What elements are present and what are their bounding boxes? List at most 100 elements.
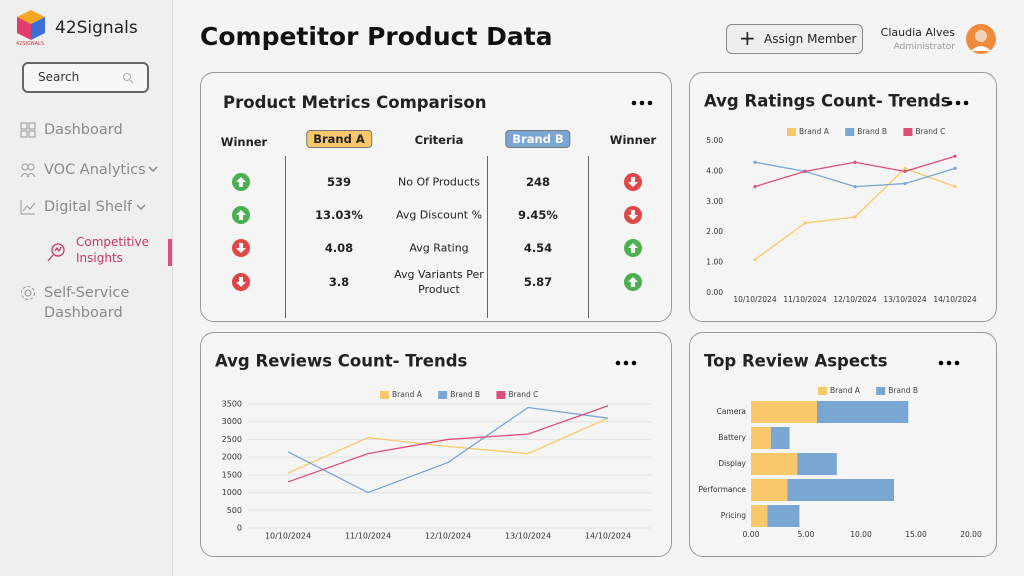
legend-swatch: [845, 128, 855, 136]
bar-segment: [751, 401, 817, 423]
chart-card: 0.00 5.00 10.00 15.00 20.00 Camera Battery Disp…: [689, 332, 997, 557]
value-cell: 248: [525, 175, 551, 189]
button-label: Assign Member: [764, 32, 857, 46]
nav-icon: [47, 243, 65, 262]
y-tick-label: 0: [237, 524, 242, 533]
line-chart: 0 500 1000 1500 2000 2500 3000 3500 10/10/2024 11…: [215, 352, 651, 541]
search-box[interactable]: Search: [22, 62, 149, 93]
nav-icon: [20, 200, 36, 215]
chart-title: Avg Ratings Count- Trends: [704, 92, 951, 111]
x-tick-label: 11/10/2024: [783, 295, 826, 304]
x-tick-label: 14/10/2024: [933, 295, 976, 304]
y-tick-label: 500: [227, 506, 242, 515]
x-tick-label: 13/10/2024: [505, 532, 551, 541]
point: [903, 169, 907, 173]
chevron: [136, 204, 146, 211]
value-cell: 4.54: [523, 241, 553, 255]
x-tick-label: 0.00: [743, 530, 760, 539]
series-line: [287, 417, 609, 474]
menu-dot: [946, 360, 952, 366]
y-tick-label: 1.00: [706, 258, 723, 267]
value-cell: 539: [326, 175, 352, 189]
y-tick-label: 2500: [222, 435, 242, 444]
nav-item[interactable]: VOC Analytics: [44, 162, 146, 178]
legend-label: Brand C: [508, 390, 538, 399]
y-tick-label: Display: [718, 459, 746, 468]
x-tick-label: 10.00: [850, 530, 872, 539]
bar-segment: [770, 427, 790, 449]
logo-icon: [17, 10, 45, 40]
legend-label: Brand B: [857, 127, 887, 136]
menu-dot: [963, 100, 969, 106]
chart-title: Avg Reviews Count- Trends: [215, 352, 468, 371]
legend-label: Brand A: [392, 390, 423, 399]
nav-icon: [20, 122, 36, 138]
legend-label: Brand A: [830, 386, 861, 395]
nav-item-active[interactable]: Competitive Insights: [76, 235, 149, 265]
y-tick-label: Camera: [717, 407, 746, 416]
x-tick-label: 10/10/2024: [265, 532, 311, 541]
legend-label: Brand B: [888, 386, 918, 395]
plus-icon: +: [739, 26, 756, 50]
y-tick-label: Performance: [698, 485, 746, 494]
point: [753, 257, 757, 262]
x-tick-label: 13/10/2024: [883, 295, 926, 304]
sidebar: 42Signals 42SIGNALS Search Dashboard VOC…: [0, 0, 173, 576]
column-divider: [285, 156, 286, 318]
search-icon: [123, 73, 134, 84]
x-tick-label: 5.00: [798, 530, 815, 539]
point: [903, 181, 907, 186]
chart-title: Top Review Aspects: [704, 352, 888, 371]
value-cell: 5.87: [523, 275, 553, 289]
y-tick-label: 2000: [222, 453, 242, 462]
nav-icon: [20, 163, 36, 178]
column-header: Brand B: [505, 130, 571, 148]
chart-card: 0 500 1000 1500 2000 2500 3000 3500 10/10/2024 11…: [200, 332, 672, 557]
x-tick-label: 15.00: [905, 530, 927, 539]
bar-segment: [817, 401, 909, 423]
legend-swatch: [380, 391, 389, 399]
y-tick-label: 1000: [222, 488, 242, 497]
legend-swatch: [496, 391, 506, 399]
x-tick-label: 11/10/2024: [345, 532, 391, 541]
x-tick-label: 10/10/2024: [733, 295, 776, 304]
y-tick-label: 1500: [222, 470, 242, 479]
point: [753, 185, 757, 189]
chevron: [148, 166, 158, 173]
legend-swatch: [787, 128, 796, 136]
bar-segment: [751, 453, 798, 475]
x-tick-label: 12/10/2024: [833, 295, 876, 304]
menu-dot: [623, 360, 629, 366]
column-header: Criteria: [414, 133, 464, 147]
criteria-cell: Avg Variants Per Product: [394, 268, 484, 296]
avatar[interactable]: [965, 23, 997, 55]
menu-dot: [938, 360, 944, 366]
legend-label: Brand C: [915, 127, 945, 136]
more-menu[interactable]: [631, 99, 653, 107]
y-tick-label: Pricing: [721, 511, 747, 520]
menu-dot: [947, 100, 953, 106]
active-indicator: [168, 239, 172, 266]
nav-item[interactable]: Self-Service Dashboard: [44, 285, 130, 321]
column-header: Winner: [609, 133, 657, 147]
y-tick-label: 4.00: [706, 166, 723, 175]
column-header: Brand A: [306, 130, 372, 148]
assign-button[interactable]: + Assign Member: [726, 24, 863, 54]
legend-swatch: [876, 387, 886, 395]
bar-segment: [787, 479, 894, 501]
point: [853, 185, 857, 189]
criteria-cell: Avg Discount %: [395, 208, 483, 222]
y-tick-label: 3500: [222, 400, 242, 409]
nav-item[interactable]: Dashboard: [44, 122, 123, 138]
point: [853, 160, 857, 164]
y-tick-label: 2.00: [706, 227, 723, 236]
point: [803, 169, 807, 173]
point: [803, 221, 807, 225]
series-line: [754, 167, 956, 261]
y-tick-label: 0.00: [706, 288, 723, 297]
value-cell: 3.8: [328, 275, 350, 289]
nav-item[interactable]: Digital Shelf: [44, 199, 133, 215]
bar-segment: [751, 479, 788, 501]
point: [953, 185, 957, 189]
